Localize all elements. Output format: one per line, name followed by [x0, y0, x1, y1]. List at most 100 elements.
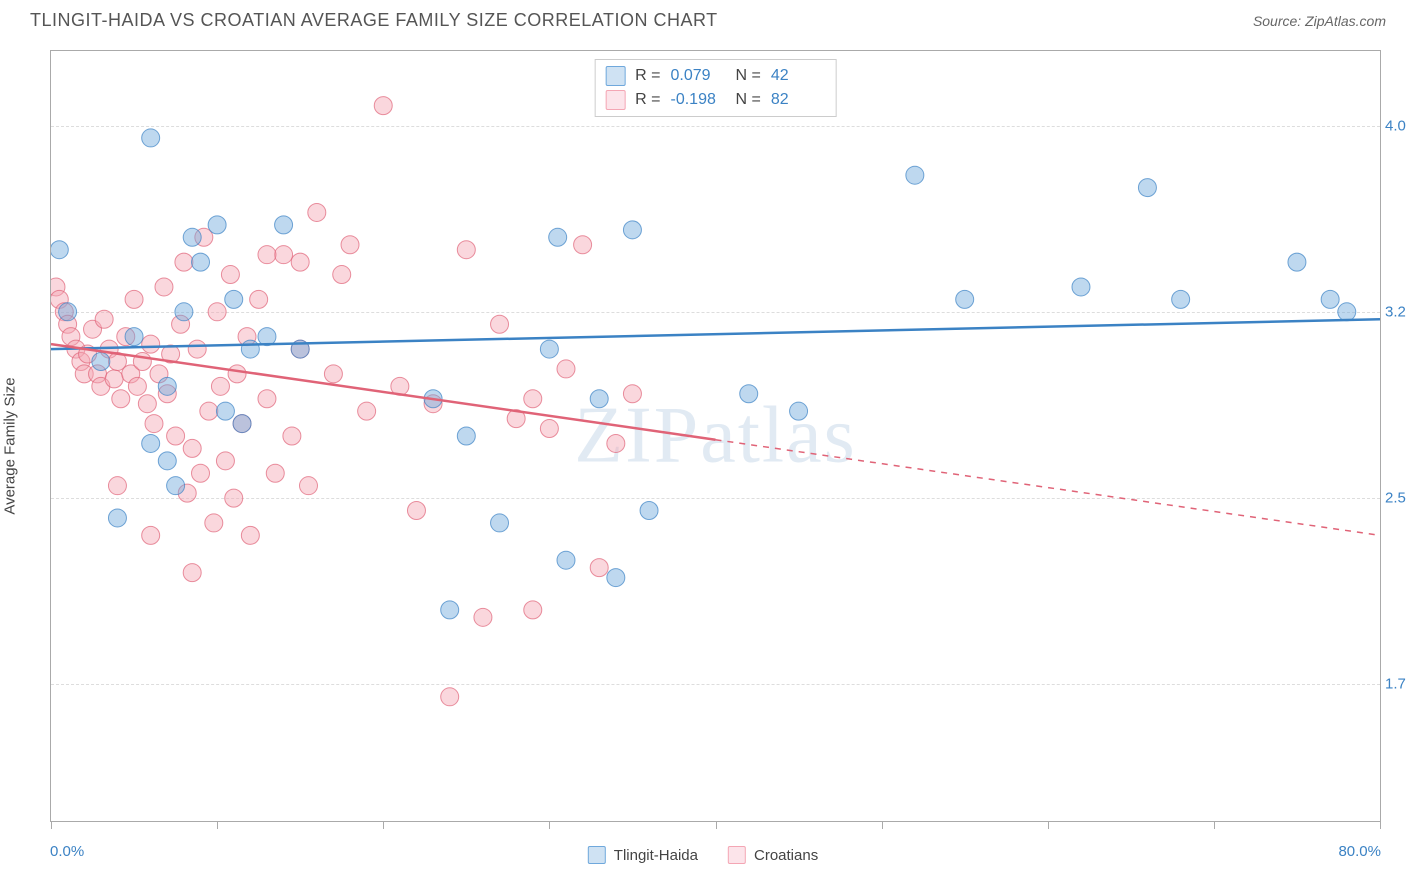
data-point: [1288, 253, 1306, 271]
data-point: [590, 390, 608, 408]
data-point: [59, 303, 77, 321]
data-point: [108, 509, 126, 527]
data-point: [183, 439, 201, 457]
x-tick: [383, 821, 384, 829]
scatter-svg: [51, 51, 1380, 821]
data-point: [1172, 290, 1190, 308]
data-point: [299, 477, 317, 495]
data-point: [108, 477, 126, 495]
legend-item-1: Tlingit-Haida: [588, 846, 698, 864]
x-tick: [716, 821, 717, 829]
y-tick-label: 2.50: [1385, 490, 1406, 507]
data-point: [607, 434, 625, 452]
data-point: [188, 340, 206, 358]
data-point: [142, 526, 160, 544]
data-point: [192, 253, 210, 271]
data-point: [457, 427, 475, 445]
data-point: [441, 688, 459, 706]
data-point: [640, 502, 658, 520]
data-point: [291, 253, 309, 271]
data-point: [142, 335, 160, 353]
data-point: [491, 514, 509, 532]
data-point: [549, 228, 567, 246]
swatch-series-2: [605, 90, 625, 110]
data-point: [524, 390, 542, 408]
data-point: [155, 278, 173, 296]
r-label-1: R =: [635, 67, 660, 85]
r-value-2: -0.198: [671, 91, 726, 109]
data-point: [208, 216, 226, 234]
stats-row-1: R = 0.079 N = 42: [605, 64, 826, 88]
data-point: [225, 489, 243, 507]
data-point: [205, 514, 223, 532]
data-point: [441, 601, 459, 619]
x-max-label: 80.0%: [1338, 843, 1381, 860]
x-tick: [1380, 821, 1381, 829]
data-point: [308, 203, 326, 221]
data-point: [221, 266, 239, 284]
data-point: [574, 236, 592, 254]
data-point: [266, 464, 284, 482]
data-point: [158, 452, 176, 470]
data-point: [51, 241, 68, 259]
stats-row-2: R = -0.198 N = 82: [605, 88, 826, 112]
n-value-2: 82: [771, 91, 826, 109]
data-point: [457, 241, 475, 259]
data-point: [790, 402, 808, 420]
data-point: [906, 166, 924, 184]
data-point: [557, 360, 575, 378]
data-point: [524, 601, 542, 619]
data-point: [250, 290, 268, 308]
data-point: [158, 377, 176, 395]
data-point: [142, 129, 160, 147]
chart-plot-area: ZIPatlas R = 0.079 N = 42 R = -0.198 N =…: [50, 50, 1381, 822]
legend-item-2: Croatians: [728, 846, 818, 864]
legend-swatch-1: [588, 846, 606, 864]
data-point: [275, 216, 293, 234]
data-point: [167, 427, 185, 445]
data-point: [233, 415, 251, 433]
data-point: [540, 340, 558, 358]
data-point: [200, 402, 218, 420]
x-tick: [51, 821, 52, 829]
data-point: [216, 452, 234, 470]
data-point: [557, 551, 575, 569]
legend-swatch-2: [728, 846, 746, 864]
stats-legend: R = 0.079 N = 42 R = -0.198 N = 82: [594, 59, 837, 117]
data-point: [142, 434, 160, 452]
y-tick-label: 1.75: [1385, 676, 1406, 693]
data-point: [95, 310, 113, 328]
r-label-2: R =: [635, 91, 660, 109]
data-point: [216, 402, 234, 420]
data-point: [167, 477, 185, 495]
data-point: [491, 315, 509, 333]
source-label: Source: ZipAtlas.com: [1253, 13, 1386, 29]
data-point: [192, 464, 210, 482]
data-point: [183, 564, 201, 582]
data-point: [92, 352, 110, 370]
legend-label-1: Tlingit-Haida: [614, 847, 698, 864]
data-point: [183, 228, 201, 246]
data-point: [208, 303, 226, 321]
x-tick: [882, 821, 883, 829]
x-tick: [1048, 821, 1049, 829]
data-point: [128, 377, 146, 395]
chart-title: TLINGIT-HAIDA VS CROATIAN AVERAGE FAMILY…: [30, 10, 718, 31]
y-axis-label: Average Family Size: [2, 377, 19, 514]
n-label-2: N =: [736, 91, 761, 109]
data-point: [1138, 179, 1156, 197]
data-point: [112, 390, 130, 408]
data-point: [125, 290, 143, 308]
data-point: [1321, 290, 1339, 308]
data-point: [175, 303, 193, 321]
data-point: [283, 427, 301, 445]
data-point: [540, 420, 558, 438]
data-point: [740, 385, 758, 403]
data-point: [1338, 303, 1356, 321]
data-point: [211, 377, 229, 395]
data-point: [1072, 278, 1090, 296]
data-point: [125, 328, 143, 346]
data-point: [258, 390, 276, 408]
data-point: [623, 221, 641, 239]
data-point: [275, 246, 293, 264]
